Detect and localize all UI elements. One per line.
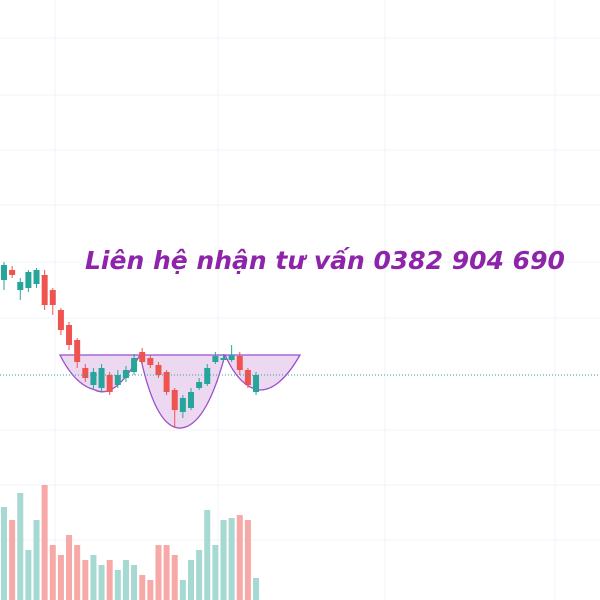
volume-bar: [236, 515, 243, 600]
volume-bar: [244, 520, 251, 600]
candle-body: [179, 398, 186, 412]
candle-body: [187, 392, 194, 408]
candle-body: [9, 270, 16, 275]
candle-body: [66, 325, 73, 345]
volume-bar: [122, 560, 129, 600]
volume-bar: [196, 550, 203, 600]
candle-body: [33, 270, 40, 284]
volume-bar: [9, 520, 16, 600]
candle-body: [98, 368, 105, 388]
volume-layer: [1, 485, 260, 600]
volume-bar: [114, 570, 121, 600]
candle-body: [74, 340, 81, 362]
volume-bar: [33, 520, 40, 600]
candle-body: [147, 358, 154, 365]
candle-body: [139, 352, 146, 362]
volume-bar: [41, 485, 48, 600]
candle-body: [253, 375, 260, 392]
candle-body: [155, 365, 162, 375]
candle-body: [90, 372, 97, 385]
annotation: Liên hệ nhận tư vấn 0382 904 690: [85, 246, 565, 275]
candle-body: [41, 275, 48, 305]
candle-body: [114, 375, 121, 385]
candle-body: [220, 358, 227, 360]
volume-bar: [228, 518, 235, 600]
volume-bar: [171, 555, 178, 600]
candle-body: [122, 370, 129, 378]
volume-bar: [139, 575, 146, 600]
candle-body: [49, 290, 56, 305]
candle-body: [212, 356, 219, 362]
volume-bar: [147, 580, 154, 600]
volume-bar: [212, 545, 219, 600]
candle-body: [236, 356, 243, 370]
candle-body: [196, 382, 203, 388]
volume-bar: [98, 565, 105, 600]
volume-bar: [187, 560, 194, 600]
volume-bar: [90, 555, 97, 600]
candle-body: [163, 372, 170, 392]
volume-bar: [163, 545, 170, 600]
volume-bar: [204, 510, 211, 600]
volume-bar: [220, 520, 227, 600]
candle-body: [171, 390, 178, 410]
volume-bar: [253, 578, 260, 600]
volume-bar: [179, 580, 186, 600]
volume-bar: [57, 555, 64, 600]
candle-body: [131, 358, 138, 372]
volume-bar: [66, 535, 73, 600]
candle-body: [82, 368, 89, 378]
candle-body: [204, 368, 211, 384]
cup-pattern: [58, 354, 302, 429]
candle-body: [25, 272, 32, 288]
volume-bar: [131, 565, 138, 600]
candle-body: [1, 265, 7, 280]
volume-bar: [74, 545, 81, 600]
volume-bar: [155, 545, 162, 600]
volume-bar: [25, 550, 32, 600]
candle-body: [57, 310, 64, 330]
candle-body: [106, 375, 113, 392]
volume-bar: [17, 493, 24, 600]
volume-bar: [82, 560, 89, 600]
candle-body: [244, 370, 251, 385]
candle-body: [228, 355, 235, 360]
volume-bar: [106, 560, 113, 600]
cup-shape: [223, 354, 302, 391]
volume-bar: [1, 507, 7, 600]
volume-bar: [49, 545, 56, 600]
candle-body: [17, 282, 24, 290]
candle-layer: [1, 262, 260, 428]
